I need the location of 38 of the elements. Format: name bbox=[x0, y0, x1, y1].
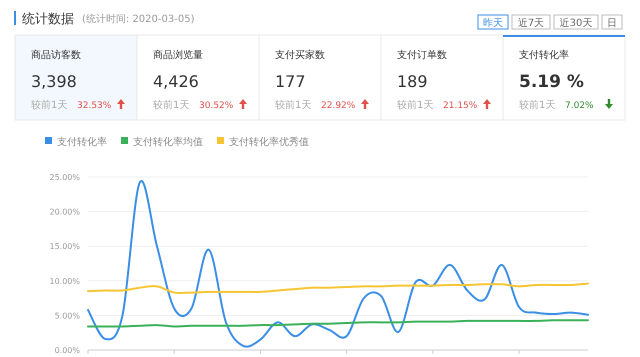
legend-label: 支付转化率均值 bbox=[133, 136, 203, 148]
text: 较前1天 bbox=[519, 99, 556, 111]
text: 189 bbox=[397, 72, 428, 91]
y-tick-label: 20.00% bbox=[49, 208, 80, 217]
text: 日 bbox=[607, 18, 617, 29]
text: 较前1天 bbox=[397, 99, 434, 111]
text: 较前1天 bbox=[275, 99, 312, 111]
y-tick-label: 5.00% bbox=[54, 311, 80, 320]
text: 近30天 bbox=[560, 17, 592, 29]
y-tick-label: 25.00% bbox=[49, 173, 80, 182]
text: 22.92% bbox=[321, 101, 356, 111]
text: 7.02% bbox=[565, 101, 594, 111]
text: 统计数据 bbox=[22, 12, 74, 27]
text: 支付转化率 bbox=[519, 49, 569, 61]
text: 近7天 bbox=[518, 17, 544, 29]
legend-label: 支付转化率 bbox=[57, 136, 107, 148]
text: 昨天 bbox=[483, 17, 503, 29]
text: 支付买家数 bbox=[275, 49, 325, 61]
y-tick-label: 10.00% bbox=[49, 276, 80, 286]
text: (统计时间: 2020-03-05) bbox=[82, 13, 195, 25]
line-series bbox=[87, 319, 589, 328]
text: 5.19 % bbox=[519, 72, 584, 92]
text: 支付订单数 bbox=[397, 49, 447, 61]
legend-label: 支付转化率优秀值 bbox=[229, 136, 309, 148]
text: 4,426 bbox=[153, 72, 199, 91]
text: 较前1天 bbox=[153, 99, 190, 111]
text: 较前1天 bbox=[31, 99, 68, 111]
text: 177 bbox=[275, 72, 306, 91]
text: 商品访客数 bbox=[31, 49, 81, 61]
text: 商品浏览量 bbox=[153, 49, 203, 61]
y-tick-label: 15.00% bbox=[49, 242, 80, 252]
text: 30.52% bbox=[199, 101, 234, 111]
text: 3,398 bbox=[31, 72, 77, 91]
line-series bbox=[87, 180, 589, 348]
y-tick-label: 0.00% bbox=[54, 346, 80, 355]
line-series bbox=[87, 282, 589, 294]
text: 21.15% bbox=[443, 101, 478, 111]
text: 32.53% bbox=[77, 101, 112, 111]
